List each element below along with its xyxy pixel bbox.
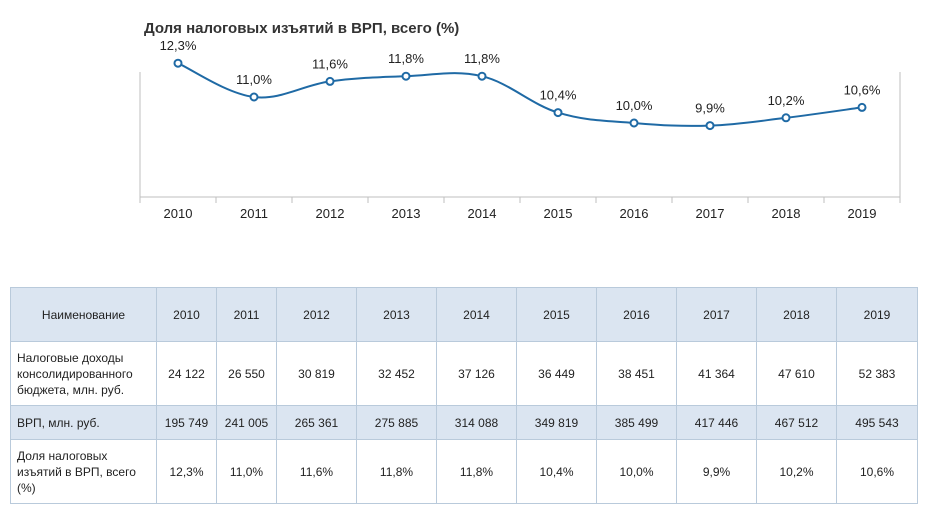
header-year-cell: 2010 <box>156 287 217 342</box>
table-cell: 11,8% <box>356 439 437 504</box>
table-cell: 417 446 <box>676 405 757 440</box>
x-tick-label: 2014 <box>468 206 497 221</box>
table-cell: 10,4% <box>516 439 597 504</box>
x-tick-label: 2015 <box>544 206 573 221</box>
line-chart: 12,3% 2010 11,0% 2011 11,6% 2012 11,8% 2013 11,8… <box>139 38 901 221</box>
data-point <box>173 58 183 68</box>
table-cell: 10,6% <box>836 439 918 504</box>
table-cell: 11,0% <box>216 439 277 504</box>
data-label: 11,0% <box>236 72 272 87</box>
header-year-cell: 2012 <box>276 287 357 342</box>
data-label: 9,9% <box>695 101 725 116</box>
data-label: 10,4% <box>540 88 577 103</box>
table-row: Доля налоговых изъятий в ВРП, всего (%) 1… <box>10 439 918 504</box>
header-year-cell: 2017 <box>676 287 757 342</box>
data-point <box>705 121 715 131</box>
header-year-cell: 2018 <box>756 287 837 342</box>
x-tick-label: 2010 <box>164 206 193 221</box>
table-cell: 52 383 <box>836 341 918 406</box>
x-tick-label: 2016 <box>620 206 649 221</box>
table-cell: 36 449 <box>516 341 597 406</box>
table-cell: 275 885 <box>356 405 437 440</box>
table-cell: 265 361 <box>276 405 357 440</box>
header-year-cell: 2019 <box>836 287 918 342</box>
data-point <box>401 71 411 81</box>
header-year-cell: 2016 <box>596 287 677 342</box>
table-cell: 10,0% <box>596 439 677 504</box>
header-year-cell: 2011 <box>216 287 277 342</box>
series-line <box>177 62 863 127</box>
data-label: 10,2% <box>768 93 805 108</box>
table-cell: 26 550 <box>216 341 277 406</box>
data-label: 11,6% <box>312 56 348 71</box>
data-label: 10,6% <box>844 82 881 97</box>
data-point <box>629 118 639 128</box>
chart-title: Доля налоговых изъятий в ВРП, всего (%) <box>144 20 460 37</box>
header-year-cell: 2014 <box>436 287 517 342</box>
table-cell: 41 364 <box>676 341 757 406</box>
table-cell: 11,8% <box>436 439 517 504</box>
table-cell: 47 610 <box>756 341 837 406</box>
table-cell: 12,3% <box>156 439 217 504</box>
header-year-cell: 2015 <box>516 287 597 342</box>
table-cell: 314 088 <box>436 405 517 440</box>
header-year-cell: 2013 <box>356 287 437 342</box>
table-cell: 37 126 <box>436 341 517 406</box>
row-name-cell: ВРП, млн. руб. <box>10 405 157 440</box>
x-tick-label: 2013 <box>392 206 421 221</box>
table-cell: 349 819 <box>516 405 597 440</box>
table-cell: 241 005 <box>216 405 277 440</box>
table-cell: 9,9% <box>676 439 757 504</box>
data-label: 10,0% <box>616 98 653 113</box>
table-cell: 195 749 <box>156 405 217 440</box>
table-cell: 11,6% <box>276 439 357 504</box>
table-cell: 38 451 <box>596 341 677 406</box>
x-tick-label: 2017 <box>696 206 725 221</box>
x-tick-label: 2019 <box>848 206 877 221</box>
data-point <box>249 92 259 102</box>
table-cell: 24 122 <box>156 341 217 406</box>
table-cell: 385 499 <box>596 405 677 440</box>
x-tick-label: 2018 <box>772 206 801 221</box>
x-tick-label: 2012 <box>316 206 345 221</box>
data-table: Наименование 2010 2011 2012 2013 2014 2015 201… <box>10 287 918 504</box>
data-label: 11,8% <box>464 51 500 66</box>
data-point <box>325 76 335 86</box>
table-cell: 32 452 <box>356 341 437 406</box>
data-point <box>477 71 487 81</box>
table-cell: 495 543 <box>836 405 918 440</box>
data-point <box>857 102 867 112</box>
table-cell: 10,2% <box>756 439 837 504</box>
table-row: ВРП, млн. руб. 195 749 241 005 265 361 275 8… <box>10 405 918 440</box>
data-point <box>781 113 791 123</box>
table-header-row: Наименование 2010 2011 2012 2013 2014 2015 201… <box>10 287 918 342</box>
row-name-cell: Налоговые доходы консолидированного бюдж… <box>10 341 157 406</box>
data-label: 11,8% <box>388 51 424 66</box>
table-cell: 467 512 <box>756 405 837 440</box>
table-cell: 30 819 <box>276 341 357 406</box>
data-label: 12,3% <box>160 38 197 53</box>
data-point <box>553 108 563 118</box>
row-name-cell: Доля налоговых изъятий в ВРП, всего (%) <box>10 439 157 504</box>
header-name-cell: Наименование <box>10 287 157 342</box>
table-row: Налоговые доходы консолидированного бюдж… <box>10 341 918 406</box>
x-tick-label: 2011 <box>240 206 268 221</box>
